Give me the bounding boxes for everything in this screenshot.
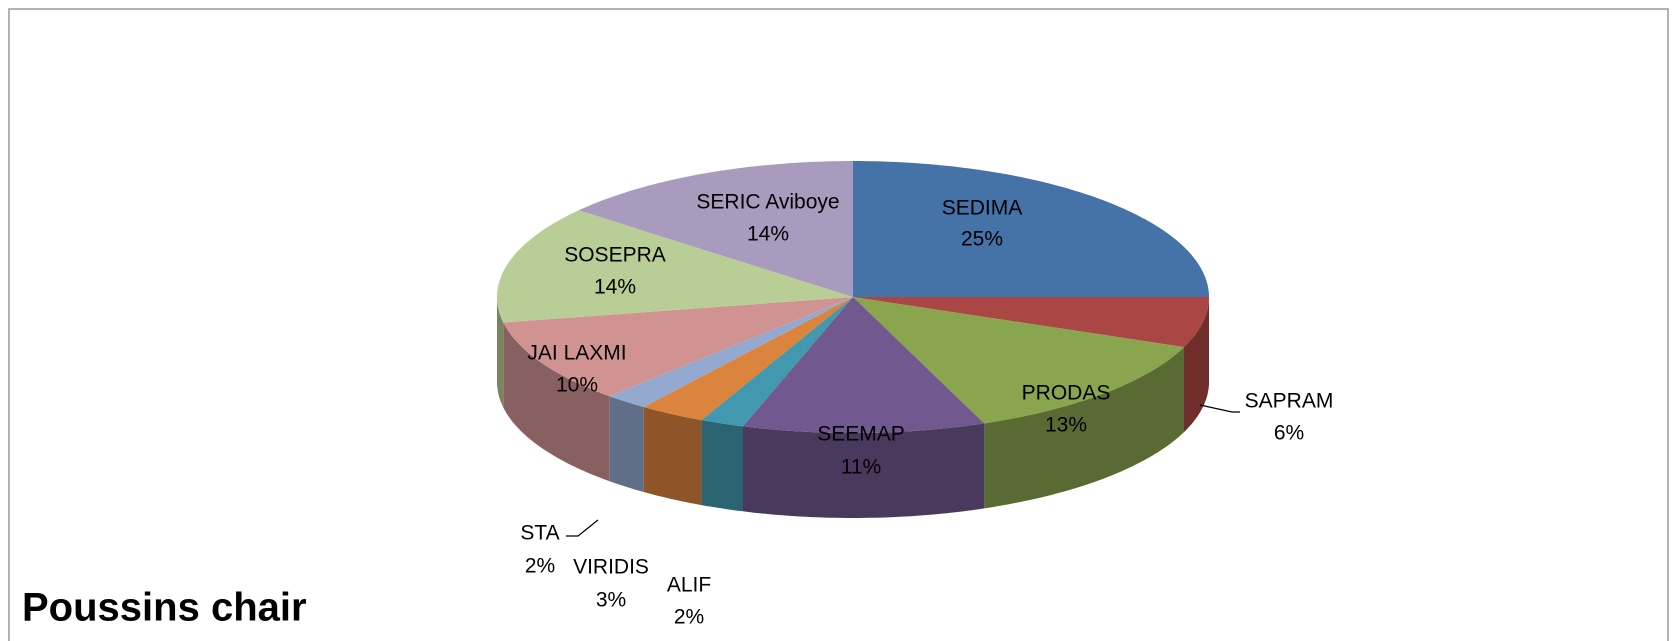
slice-label: SEEMAP [817,423,905,446]
slice [609,297,853,407]
slice-value-label: 14% [747,223,789,246]
pie-tops [497,161,1209,433]
slice-side [643,407,702,506]
slice-value-label: 13% [1045,414,1087,437]
slice-side [497,297,504,408]
slice-value-label: 2% [674,606,704,629]
slice-label: STA [520,522,559,545]
slice-side [743,423,985,518]
slice [503,297,853,397]
slice [853,297,1209,348]
leader-line [566,519,599,537]
slice-label: VIRIDIS [573,556,649,579]
slice-value-label: 3% [596,589,626,612]
slice-label: SEDIMA [942,197,1023,220]
chart-title: Poussins chair [22,586,307,630]
slice [643,297,853,421]
slice-value-label: 11% [841,456,881,479]
slice-side [701,420,743,512]
slice-label: SOSEPRA [564,244,666,267]
slice [701,297,853,427]
slice-value-label: 14% [594,276,636,299]
slice [853,297,1184,424]
slice-label: SERIC Aviboye [696,191,839,214]
slice-value-label: 2% [525,555,555,578]
slice-label: PRODAS [1022,382,1111,405]
slice-value-label: 25% [961,228,1003,251]
slice [743,297,985,433]
slice [497,210,853,323]
slice-label: SAPRAM [1245,390,1334,413]
slice-label: ALIF [667,574,711,597]
data-labels: SEDIMA 25% SAPRAM 6% PRODAS 13% SEEMAP 11% ALIF 2… [520,191,1333,629]
slice-side [609,396,644,492]
slice [853,161,1209,297]
slice-side [1184,297,1209,433]
pie-sides [497,297,1209,518]
slice-label: JAI LAXMI [527,342,626,365]
slice-side [984,347,1184,509]
slice-value-label: 10% [556,374,598,397]
slice-side [503,322,610,482]
slice-value-label: 6% [1274,422,1304,445]
slice [578,161,853,297]
leader-line [1199,404,1240,413]
